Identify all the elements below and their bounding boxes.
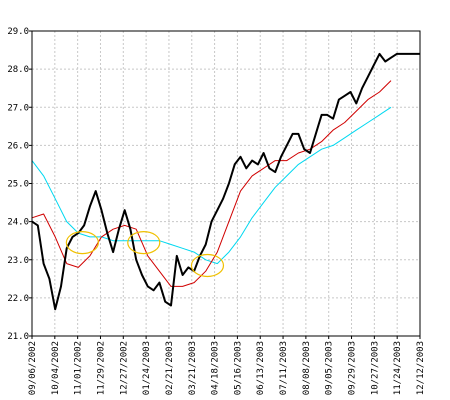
series-layer <box>31 52 420 311</box>
price-line <box>31 52 420 311</box>
y-tick-label: 22.0 <box>7 294 29 304</box>
y-tick-label: 23.0 <box>7 256 29 266</box>
y-tick-label: 24.0 <box>7 218 29 228</box>
x-tick-label: 08/08/2003 <box>302 341 312 395</box>
x-tick-label: 10/04/2002 <box>51 341 61 395</box>
x-tick-label: 11/29/2002 <box>96 341 106 395</box>
axis-layer: 21.0 22.0 23.0 24.0 25.0 26.0 27.0 28.0 29.0 09/0… <box>7 27 426 395</box>
crossover-marker <box>190 253 225 278</box>
x-tick-label: 09/29/2003 <box>348 341 358 395</box>
y-tick-label: 25.0 <box>7 180 29 190</box>
moving-average-short-line <box>31 80 392 287</box>
crossover-markers <box>65 230 225 278</box>
y-tick-label: 29.0 <box>7 27 29 37</box>
x-tick-label: 12/12/2003 <box>416 341 426 395</box>
x-tick-label: 07/11/2003 <box>279 341 289 395</box>
x-tick-label: 09/05/2003 <box>325 341 335 395</box>
x-tick-label: 05/16/2003 <box>233 341 243 395</box>
grid-layer <box>31 30 421 337</box>
x-tick-label: 04/18/2003 <box>211 341 221 395</box>
crossover-marker <box>65 230 99 255</box>
x-tick-label: 02/21/2003 <box>165 341 175 395</box>
y-tick-label: 28.0 <box>7 65 29 75</box>
crossover-marker <box>127 230 161 255</box>
y-tick-label: 21.0 <box>7 332 29 342</box>
x-tick-label: 09/06/2002 <box>28 341 38 395</box>
x-tick-label: 10/27/2003 <box>370 341 380 395</box>
x-tick-label: 11/01/2002 <box>74 341 84 395</box>
x-tick-label: 06/13/2003 <box>256 341 266 395</box>
x-tick-label: 03/21/2003 <box>188 341 198 395</box>
x-tick-label: 01/24/2003 <box>142 341 152 395</box>
y-tick-label: 27.0 <box>7 103 29 113</box>
moving-average-long-line <box>31 106 392 265</box>
x-tick-label: 12/27/2002 <box>119 341 129 395</box>
x-tick-label: 11/24/2003 <box>393 341 403 395</box>
y-tick-label: 26.0 <box>7 141 29 151</box>
